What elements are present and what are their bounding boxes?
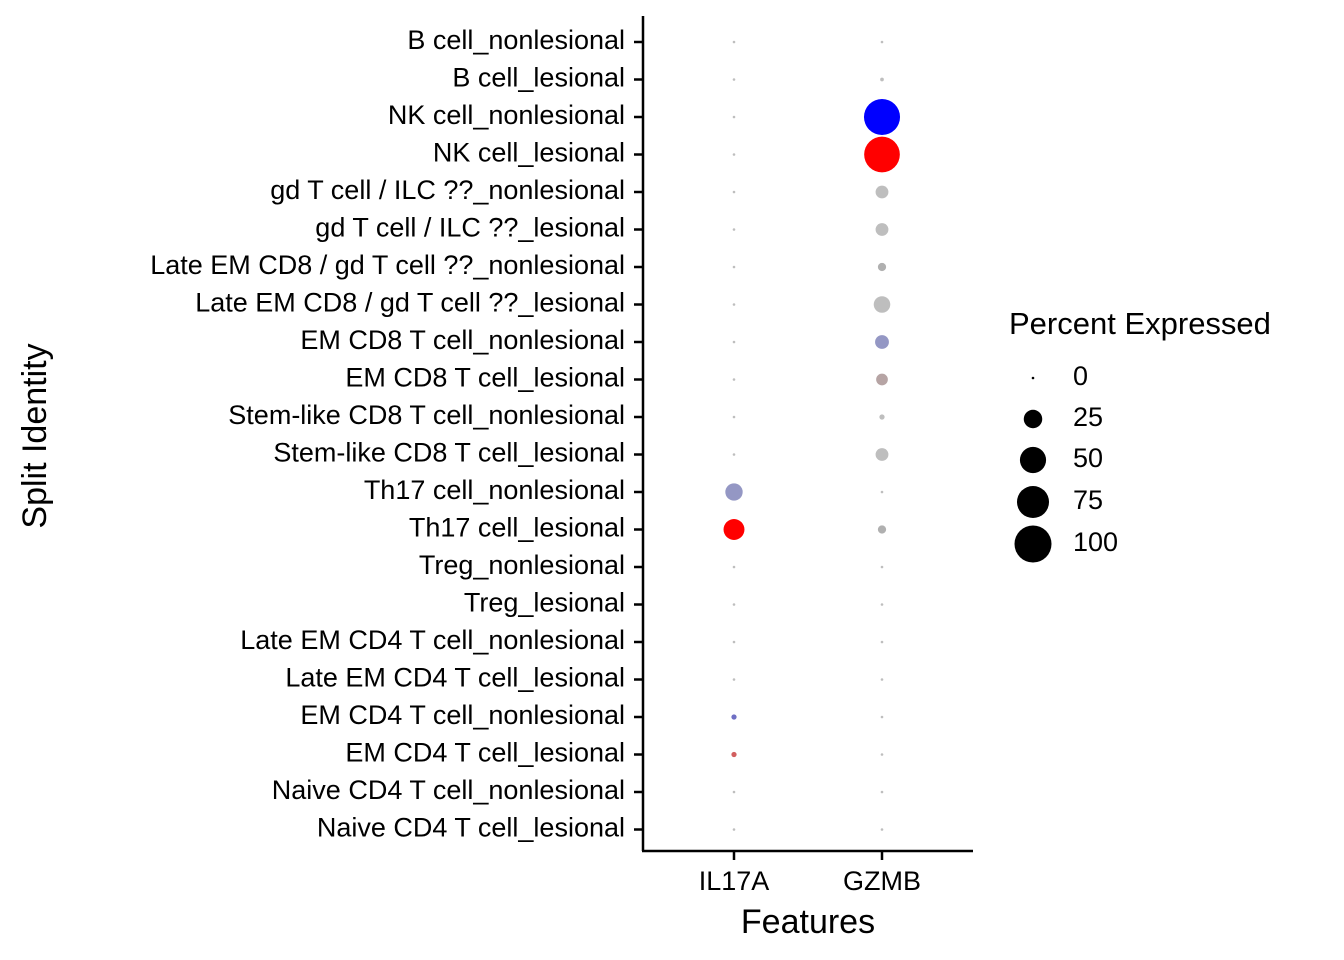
- data-point: [877, 525, 887, 534]
- data-point: [880, 678, 884, 681]
- data-point: [725, 483, 743, 501]
- legend-label: 0: [1073, 361, 1088, 391]
- legend-title: Percent Expressed: [1009, 306, 1271, 341]
- data-point: [732, 40, 736, 44]
- y-tick-label: Th17 cell_lesional: [409, 513, 625, 543]
- x-axis-title: Features: [741, 903, 875, 941]
- legend: Percent Expressed 0 25 50 75 100: [1009, 306, 1271, 563]
- data-point: [877, 262, 887, 272]
- data-point: [732, 603, 736, 606]
- legend-label: 75: [1073, 485, 1103, 515]
- data-point: [880, 753, 884, 756]
- data-point: [863, 98, 901, 136]
- data-point: [732, 340, 736, 344]
- legend-size-key: [1031, 376, 1035, 380]
- y-tick-label: EM CD8 T cell_lesional: [345, 363, 625, 393]
- data-point: [864, 136, 900, 173]
- x-tick-label: GZMB: [843, 866, 921, 896]
- data-point: [732, 115, 736, 119]
- data-point: [732, 153, 736, 156]
- data-point: [875, 223, 889, 236]
- data-point: [875, 335, 889, 349]
- y-tick-label: Late EM CD4 T cell_lesional: [285, 663, 625, 693]
- y-axis-ticks: [634, 40, 643, 831]
- data-point: [732, 265, 736, 269]
- y-tick-label: EM CD4 T cell_nonlesional: [300, 700, 625, 730]
- data-point: [732, 828, 736, 831]
- data-point: [880, 640, 884, 644]
- y-tick-label: NK cell_lesional: [433, 138, 625, 168]
- x-tick-label: IL17A: [699, 866, 770, 896]
- data-point: [875, 448, 889, 461]
- y-tick-label: Late EM CD4 T cell_nonlesional: [240, 625, 625, 655]
- y-axis-title: Split Identity: [16, 343, 54, 528]
- y-tick-label: EM CD4 T cell_lesional: [345, 738, 625, 768]
- data-point: [732, 790, 736, 794]
- y-tick-label: B cell_nonlesional: [407, 25, 625, 55]
- y-tick-label: gd T cell / ILC ??_nonlesional: [270, 175, 625, 205]
- data-point: [880, 790, 884, 794]
- data-point: [732, 565, 736, 569]
- data-point: [732, 78, 736, 81]
- x-axis-ticks: [732, 851, 884, 860]
- data-point: [876, 373, 888, 386]
- data-point: [880, 603, 884, 606]
- legend-size-key: [1016, 485, 1050, 519]
- y-tick-label: EM CD8 T cell_nonlesional: [300, 325, 625, 355]
- data-point: [880, 565, 884, 569]
- data-point: [880, 715, 884, 719]
- data-point: [732, 415, 736, 419]
- data-point: [723, 519, 745, 540]
- data-points: [723, 40, 901, 831]
- legend-items: 0 25 50 75 100: [1014, 361, 1118, 563]
- legend-label: 100: [1073, 527, 1118, 557]
- legend-size-key: [1014, 525, 1052, 563]
- y-tick-label: Naive CD4 T cell_nonlesional: [272, 775, 625, 805]
- y-tick-label: NK cell_nonlesional: [388, 100, 625, 130]
- data-point: [732, 640, 736, 644]
- y-tick-label: Stem-like CD8 T cell_lesional: [273, 438, 625, 468]
- legend-size-key: [1019, 446, 1047, 474]
- y-tick-label: B cell_lesional: [452, 63, 625, 93]
- data-point: [880, 490, 884, 494]
- data-point: [731, 751, 737, 758]
- y-tick-label: Treg_nonlesional: [419, 550, 625, 580]
- data-point: [732, 303, 736, 306]
- y-tick-label: Late EM CD8 / gd T cell ??_nonlesional: [150, 250, 625, 280]
- y-tick-label: gd T cell / ILC ??_lesional: [315, 213, 625, 243]
- legend-label: 25: [1073, 402, 1103, 432]
- legend-size-key: [1023, 409, 1043, 429]
- legend-label: 50: [1073, 443, 1103, 473]
- data-point: [875, 185, 889, 199]
- data-point: [879, 414, 885, 420]
- data-point: [732, 453, 736, 456]
- y-tick-label: Late EM CD8 / gd T cell ??_lesional: [195, 288, 625, 318]
- y-tick-label: Stem-like CD8 T cell_nonlesional: [228, 400, 625, 430]
- x-axis-tick-labels: IL17A GZMB: [699, 866, 921, 896]
- y-tick-label: Treg_lesional: [464, 588, 625, 618]
- data-point: [732, 678, 736, 681]
- data-point: [873, 296, 891, 313]
- data-point: [732, 190, 736, 194]
- data-point: [732, 378, 736, 381]
- data-point: [880, 77, 884, 82]
- data-point: [880, 828, 884, 831]
- data-point: [880, 40, 884, 44]
- data-point: [732, 228, 736, 231]
- y-tick-label: Th17 cell_nonlesional: [364, 475, 625, 505]
- y-axis-tick-labels: B cell_nonlesional B cell_lesional NK cell…: [150, 25, 625, 843]
- data-point: [731, 714, 737, 720]
- y-tick-label: Naive CD4 T cell_lesional: [317, 813, 625, 843]
